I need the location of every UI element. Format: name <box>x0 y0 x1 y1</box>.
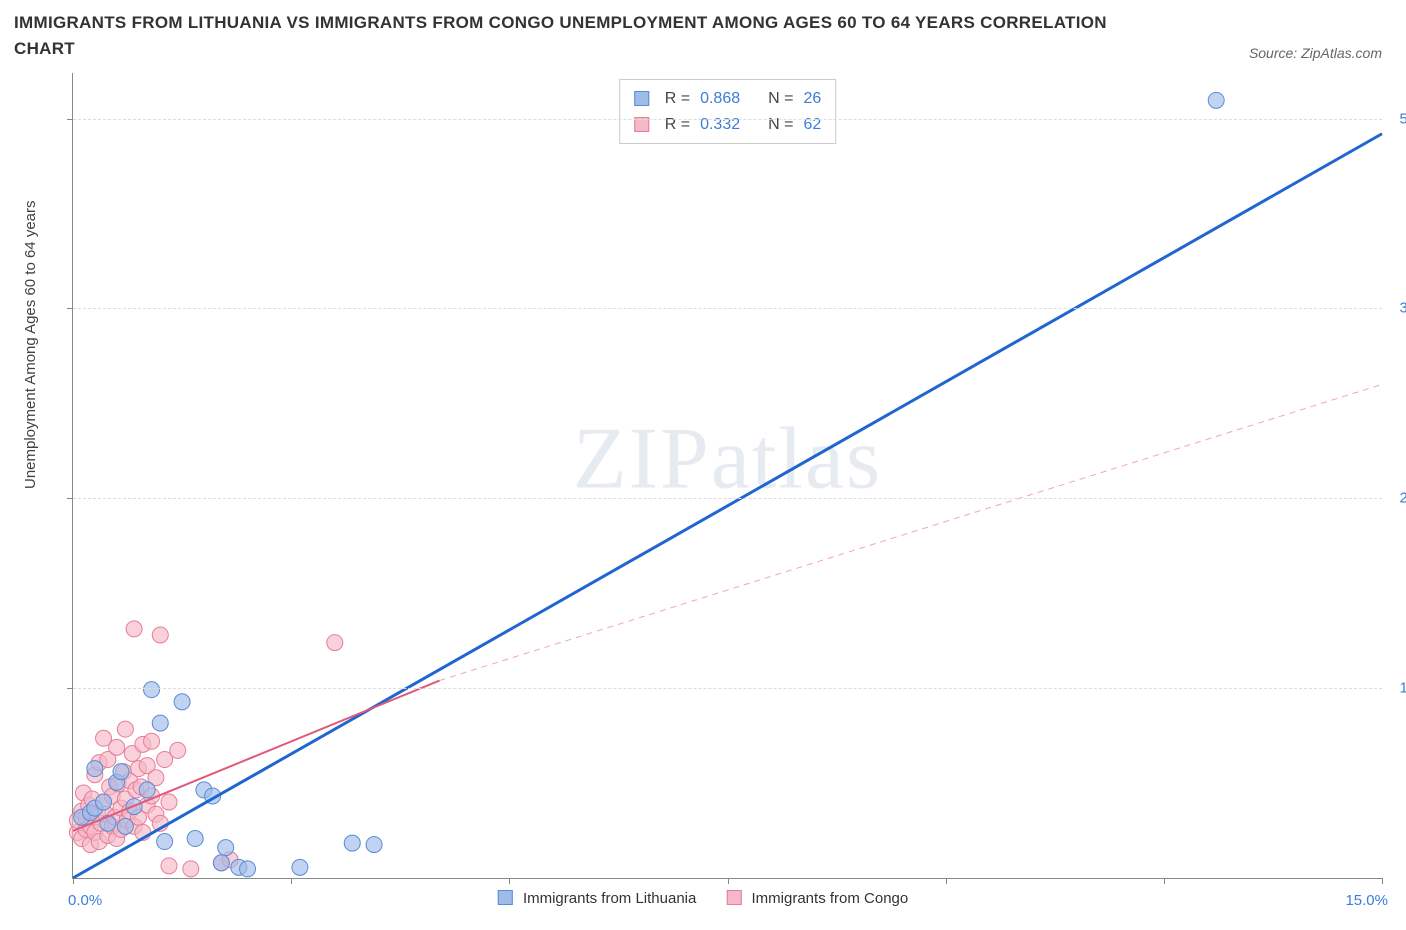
swatch-lithuania-icon <box>498 890 513 905</box>
data-point <box>144 733 160 749</box>
data-point <box>240 861 256 877</box>
data-point <box>1208 92 1224 108</box>
series-legend: Immigrants from Lithuania Immigrants fro… <box>498 890 908 907</box>
data-point <box>117 721 133 737</box>
y-axis-label: Unemployment Among Ages 60 to 64 years <box>22 200 39 489</box>
stat-row-lithuania: R = 0.868 N = 26 <box>634 86 822 112</box>
y-tick-label: 37.5% <box>1399 300 1406 317</box>
chart-title: IMMIGRANTS FROM LITHUANIA VS IMMIGRANTS … <box>14 10 1164 61</box>
swatch-congo-icon <box>726 890 741 905</box>
legend-label-congo: Immigrants from Congo <box>752 890 909 907</box>
data-point <box>366 837 382 853</box>
data-point <box>152 715 168 731</box>
data-point <box>213 855 229 871</box>
header-row: IMMIGRANTS FROM LITHUANIA VS IMMIGRANTS … <box>14 10 1392 61</box>
data-point <box>161 858 177 874</box>
legend-item-lithuania: Immigrants from Lithuania <box>498 890 697 907</box>
x-origin-label: 0.0% <box>68 892 102 909</box>
data-point <box>96 794 112 810</box>
data-point <box>292 859 308 875</box>
data-point <box>87 761 103 777</box>
r-label: R = <box>665 86 690 112</box>
data-point <box>117 818 133 834</box>
data-point <box>187 831 203 847</box>
y-tick-label: 50.0% <box>1399 110 1406 127</box>
r-value-lithuania: 0.868 <box>700 86 740 112</box>
n-value-lithuania: 26 <box>803 86 821 112</box>
data-point <box>157 834 173 850</box>
data-point <box>126 621 142 637</box>
swatch-lithuania <box>634 91 649 106</box>
plot-area: ZIPatlas R = 0.868 N = 26 R = 0.332 N = … <box>72 73 1382 879</box>
data-point <box>327 635 343 651</box>
stat-legend: R = 0.868 N = 26 R = 0.332 N = 62 <box>619 79 837 144</box>
data-point <box>100 815 116 831</box>
data-point <box>183 861 199 877</box>
stat-row-congo: R = 0.332 N = 62 <box>634 112 822 138</box>
y-tick-label: 25.0% <box>1399 490 1406 507</box>
data-point <box>174 694 190 710</box>
r-value-congo: 0.332 <box>700 112 740 138</box>
n-label: N = <box>768 86 793 112</box>
data-point <box>152 627 168 643</box>
y-tick-label: 12.5% <box>1399 680 1406 697</box>
data-point <box>218 840 234 856</box>
legend-item-congo: Immigrants from Congo <box>726 890 908 907</box>
source-attribution: Source: ZipAtlas.com <box>1249 45 1392 61</box>
trend-line-ext <box>440 384 1382 680</box>
n-label: N = <box>768 112 793 138</box>
data-point <box>139 782 155 798</box>
x-end-label: 15.0% <box>1345 892 1388 909</box>
data-point <box>109 739 125 755</box>
trend-line <box>73 134 1382 878</box>
legend-label-lithuania: Immigrants from Lithuania <box>523 890 696 907</box>
chart-container: Unemployment Among Ages 60 to 64 years Z… <box>14 69 1392 919</box>
data-point <box>344 835 360 851</box>
data-point <box>161 794 177 810</box>
data-point <box>144 682 160 698</box>
r-label: R = <box>665 112 690 138</box>
data-point <box>170 742 186 758</box>
plot-svg <box>73 73 1382 878</box>
data-point <box>113 764 129 780</box>
n-value-congo: 62 <box>803 112 821 138</box>
